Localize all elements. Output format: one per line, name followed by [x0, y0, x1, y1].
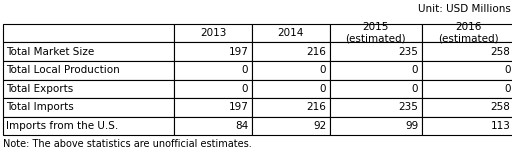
Text: 0: 0 — [412, 84, 418, 94]
Bar — [174, 24, 252, 42]
Text: 216: 216 — [306, 103, 326, 112]
Text: Total Exports: Total Exports — [6, 84, 73, 94]
Bar — [330, 24, 422, 42]
Bar — [3, 24, 174, 42]
Bar — [252, 42, 330, 61]
Bar — [422, 117, 512, 135]
Bar — [174, 80, 252, 98]
Bar — [3, 80, 174, 98]
Text: 113: 113 — [490, 121, 510, 131]
Text: Total Imports: Total Imports — [6, 103, 74, 112]
Text: 235: 235 — [398, 47, 418, 57]
Text: 2016
(estimated): 2016 (estimated) — [438, 22, 498, 44]
Text: 0: 0 — [319, 84, 326, 94]
Bar — [330, 117, 422, 135]
Bar — [422, 80, 512, 98]
Bar — [330, 98, 422, 117]
Bar — [174, 117, 252, 135]
Text: 197: 197 — [228, 47, 248, 57]
Bar — [3, 98, 174, 117]
Bar — [3, 61, 174, 80]
Text: 84: 84 — [235, 121, 248, 131]
Text: 216: 216 — [306, 47, 326, 57]
Bar — [174, 42, 252, 61]
Text: 92: 92 — [313, 121, 326, 131]
Bar — [3, 117, 174, 135]
Text: 0: 0 — [319, 65, 326, 75]
Bar — [252, 61, 330, 80]
Text: Total Local Production: Total Local Production — [6, 65, 120, 75]
Bar — [252, 117, 330, 135]
Text: 0: 0 — [242, 84, 248, 94]
Bar — [174, 98, 252, 117]
Bar — [330, 61, 422, 80]
Bar — [330, 42, 422, 61]
Bar — [330, 80, 422, 98]
Text: 0: 0 — [412, 65, 418, 75]
Text: 0: 0 — [504, 65, 510, 75]
Text: 99: 99 — [405, 121, 418, 131]
Bar — [422, 98, 512, 117]
Text: Imports from the U.S.: Imports from the U.S. — [6, 121, 118, 131]
Text: 2013: 2013 — [200, 28, 226, 38]
Bar — [252, 80, 330, 98]
Bar — [174, 61, 252, 80]
Bar — [422, 24, 512, 42]
Bar — [3, 42, 174, 61]
Text: Total Market Size: Total Market Size — [6, 47, 94, 57]
Bar — [422, 42, 512, 61]
Text: 258: 258 — [490, 47, 510, 57]
Text: 258: 258 — [490, 103, 510, 112]
Text: Unit: USD Millions: Unit: USD Millions — [418, 4, 511, 14]
Bar — [252, 98, 330, 117]
Text: 197: 197 — [228, 103, 248, 112]
Text: 235: 235 — [398, 103, 418, 112]
Text: Note: The above statistics are unofficial estimates.: Note: The above statistics are unofficia… — [3, 139, 251, 149]
Text: 0: 0 — [504, 84, 510, 94]
Text: 2015
(estimated): 2015 (estimated) — [346, 22, 406, 44]
Text: 2014: 2014 — [278, 28, 304, 38]
Bar — [252, 24, 330, 42]
Text: 0: 0 — [242, 65, 248, 75]
Bar — [422, 61, 512, 80]
